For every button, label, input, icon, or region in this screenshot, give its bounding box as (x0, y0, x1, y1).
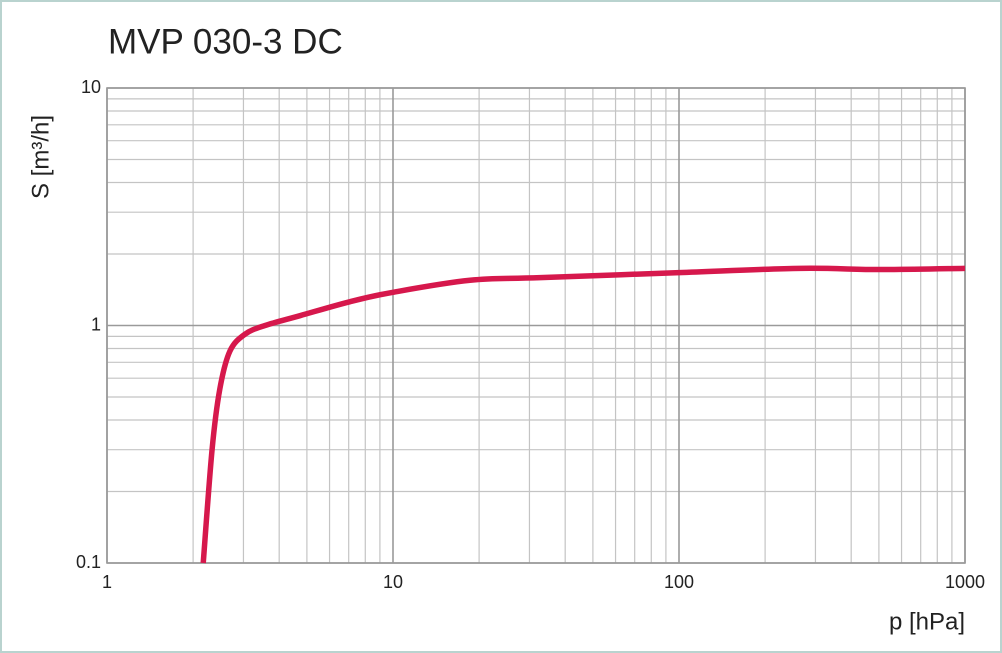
x-axis-label: p [hPa] (889, 608, 965, 635)
y-tick-label: 1 (91, 314, 101, 334)
plot-border (106, 87, 966, 564)
x-tick-label: 1000 (945, 572, 985, 592)
plot (200, 265, 966, 564)
y-axis-label: S [m³/h] (27, 115, 54, 199)
y-tick-label: 10 (81, 77, 101, 97)
y-tick-label: 0.1 (76, 552, 101, 572)
chart-title: MVP 030-3 DC (108, 22, 343, 61)
grid (106, 87, 966, 564)
x-tick-label: 1 (102, 572, 112, 592)
x-tick-label: 10 (383, 572, 403, 592)
line (200, 265, 966, 564)
x-tick-label: 100 (664, 572, 694, 592)
